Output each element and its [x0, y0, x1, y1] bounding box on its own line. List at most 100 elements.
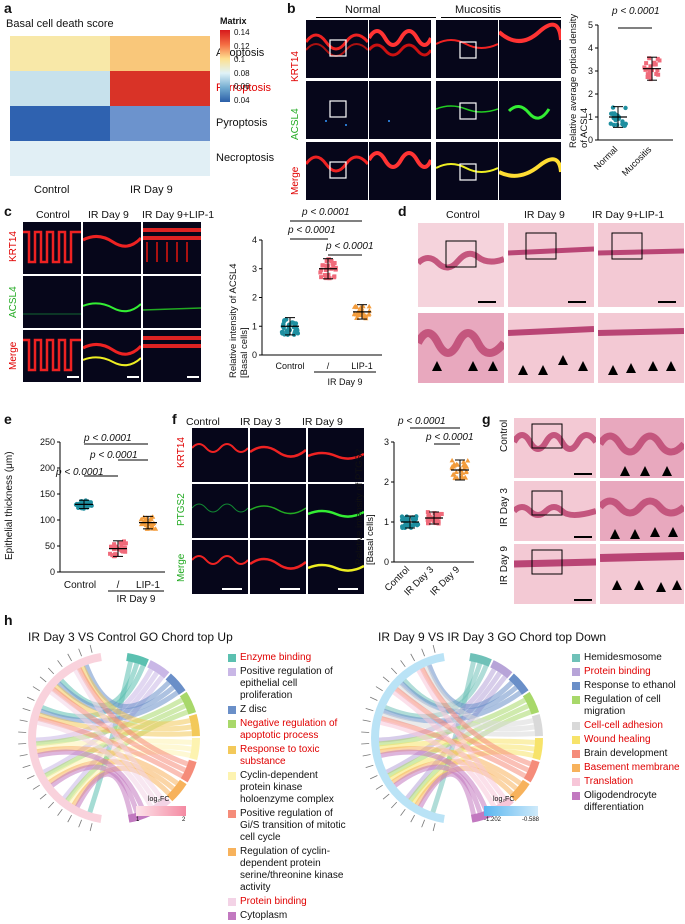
micrograph	[369, 142, 431, 200]
panel-g-histology	[514, 418, 684, 604]
data-point	[322, 273, 327, 278]
logfc-min: -1.202	[484, 817, 502, 823]
legend-swatch	[228, 810, 236, 818]
column-label: IR Day 9+LIP-1	[142, 209, 215, 221]
term-arc	[166, 779, 187, 802]
legend-item: Response to ethanol	[572, 680, 684, 692]
data-point	[320, 263, 325, 268]
row-label-ptgs2: PTGS2	[176, 493, 187, 526]
pvalue: p < 0.0001	[398, 416, 446, 427]
chart-c-plot: 0 1 2 3 4 Control / LIP-1 IR Day 9	[252, 220, 382, 387]
chord-ribbon	[379, 745, 522, 786]
data-point	[449, 465, 455, 471]
chord-ribbon	[48, 759, 175, 791]
micrograph	[83, 330, 141, 382]
data-point	[399, 514, 405, 519]
gene-tick	[18, 731, 27, 733]
legend-label: Response to ethanol	[584, 680, 676, 691]
column-label: IR Day 9	[302, 416, 343, 428]
data-point	[622, 123, 628, 128]
micrograph	[308, 428, 364, 482]
micrograph	[308, 540, 364, 594]
he-image	[600, 481, 684, 541]
micrograph	[436, 20, 498, 78]
panel-c-micrographs	[23, 222, 201, 384]
gene-tick	[362, 754, 371, 757]
legend-swatch	[572, 778, 580, 786]
gene-tick	[67, 814, 72, 823]
heatmap-cell	[110, 71, 210, 106]
data-point	[119, 543, 124, 548]
data-point	[141, 514, 147, 520]
y-tick-label: 5	[588, 20, 593, 30]
chord-ribbon	[426, 664, 514, 709]
panel-label-d: d	[398, 203, 407, 219]
y-tick-label: 2	[588, 89, 593, 99]
he-image	[598, 313, 684, 383]
data-point	[327, 276, 332, 281]
divider	[441, 17, 561, 18]
logfc-max: 2	[182, 817, 186, 823]
gene-tick	[361, 743, 370, 745]
legend-label: Brain development	[584, 748, 668, 759]
gene-tick	[361, 731, 370, 733]
legend-item: Protein binding	[572, 666, 684, 678]
micrograph	[306, 81, 368, 139]
data-point	[354, 311, 360, 317]
data-point	[153, 526, 159, 531]
legend-item: Brain development	[572, 748, 684, 760]
he-image	[418, 313, 504, 383]
y-tick-label: 2	[384, 477, 389, 487]
chord-title-left: IR Day 3 VS Control GO Chord top Up	[28, 630, 233, 644]
legend-title: Matrix	[220, 16, 247, 26]
row-label-krt14: KRT14	[290, 51, 301, 82]
group-label-normal: Normal	[345, 4, 381, 16]
data-point	[290, 320, 295, 325]
data-point	[366, 303, 372, 309]
legend-swatch	[572, 668, 580, 676]
gene-tick	[19, 719, 28, 722]
he-image	[514, 481, 596, 541]
micrograph	[23, 330, 81, 382]
data-point	[645, 67, 650, 72]
legend-item: Positive regulation of epithelial cell p…	[228, 666, 348, 702]
y-tick-label: 250	[40, 437, 55, 447]
x-tick-label: Mucositis	[620, 144, 654, 178]
pvalue: p < 0.0001	[302, 207, 350, 218]
gene-tick	[382, 793, 390, 800]
micrograph	[23, 276, 81, 328]
micrograph	[83, 222, 141, 274]
data-point	[147, 522, 153, 527]
data-point	[449, 457, 455, 463]
gene-tick	[365, 764, 374, 769]
data-point	[648, 64, 653, 69]
data-point	[281, 321, 286, 327]
term-arc	[509, 779, 530, 802]
logfc-max: -0.588	[522, 817, 540, 823]
gene-tick	[375, 784, 383, 790]
he-image	[514, 544, 596, 604]
colorbar-tick: 0.14	[234, 28, 250, 37]
colorbar	[220, 30, 230, 102]
gene-tick	[390, 801, 398, 809]
row-label-merge: Merge	[290, 166, 301, 195]
data-point	[148, 515, 154, 520]
legend-swatch	[228, 848, 236, 856]
data-point	[138, 521, 144, 527]
legend-item: Hemidesmosome	[572, 652, 684, 664]
heatmap-cell	[110, 36, 210, 71]
legend-item: Wound healing	[572, 734, 684, 746]
legend-swatch	[572, 654, 580, 662]
gene-tick	[421, 819, 425, 828]
chord-diagram-left	[18, 644, 200, 832]
gene-tick	[365, 707, 374, 712]
y-tick-label: 0	[588, 135, 593, 145]
colorbar-tick: 0.08	[234, 68, 250, 78]
y-tick-label: 3	[252, 264, 257, 274]
pvalue: p < 0.0001	[326, 241, 374, 252]
data-point	[141, 518, 147, 524]
data-point	[435, 511, 440, 516]
y-tick-label: 4	[252, 235, 257, 245]
pvalue: p < 0.0001	[612, 6, 660, 17]
